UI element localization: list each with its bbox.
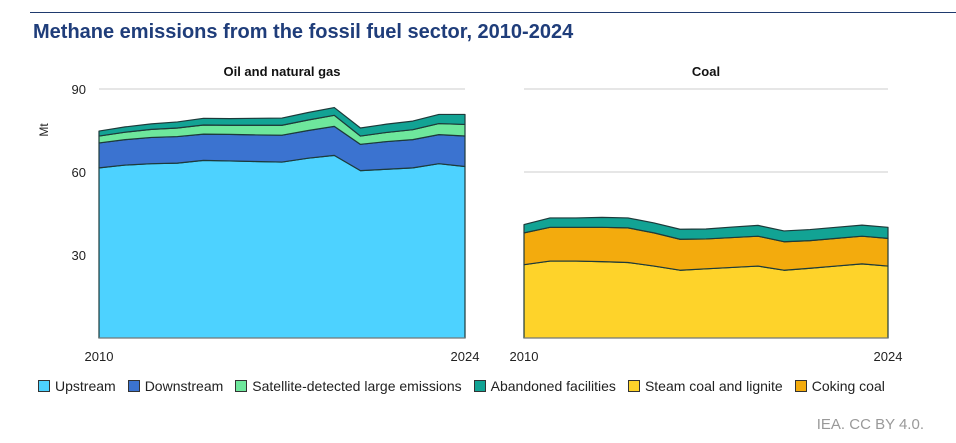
legend-swatch [38, 380, 50, 392]
source-note: IEA. CC BY 4.0. [816, 416, 924, 433]
y-axis-label: Mt [37, 123, 51, 137]
legend-label: Upstream [55, 378, 116, 394]
legend-item: Downstream [127, 378, 224, 394]
legend-label: Downstream [144, 378, 224, 394]
legend-label: Satellite-detected large emissions [252, 378, 462, 394]
area-abandoned-facilities [523, 216, 889, 243]
legend-swatch [235, 380, 248, 392]
y-tick-label: 30 [72, 248, 86, 263]
legend-item: Steam coal and lignite [627, 378, 783, 394]
legend-swatch [473, 380, 486, 392]
panel-title: Coal [692, 64, 720, 79]
legend-label: Abandoned facilities [490, 378, 616, 394]
legend-item: Abandoned facilities [473, 378, 616, 394]
panel-title: Oil and natural gas [223, 64, 340, 79]
top-rule [30, 12, 956, 13]
x-tick-label: 2024 [451, 349, 480, 364]
legend-item: Upstream [38, 378, 116, 394]
chart-title: Methane emissions from the fossil fuel s… [33, 21, 574, 43]
legend-label: Steam coal and lignite [644, 378, 783, 394]
area-upstream [98, 154, 466, 339]
legend-swatch [627, 380, 640, 392]
x-tick-label: 2010 [510, 349, 539, 364]
y-tick-label: 90 [72, 82, 86, 97]
legend-swatch [794, 380, 807, 392]
legend-item: Satellite-detected large emissions [235, 378, 462, 394]
x-tick-label: 2024 [874, 349, 903, 364]
legend-label: Coking coal [811, 378, 885, 394]
x-tick-label: 2010 [85, 349, 114, 364]
area-steam-coal-and-lignite [523, 260, 889, 339]
y-tick-label: 60 [72, 165, 86, 180]
area-abandoned-facilities [98, 106, 466, 137]
legend: Upstream Downstream Satellite-detected lar… [38, 378, 885, 394]
legend-item: Coking coal [794, 378, 885, 394]
legend-swatch [127, 380, 140, 392]
